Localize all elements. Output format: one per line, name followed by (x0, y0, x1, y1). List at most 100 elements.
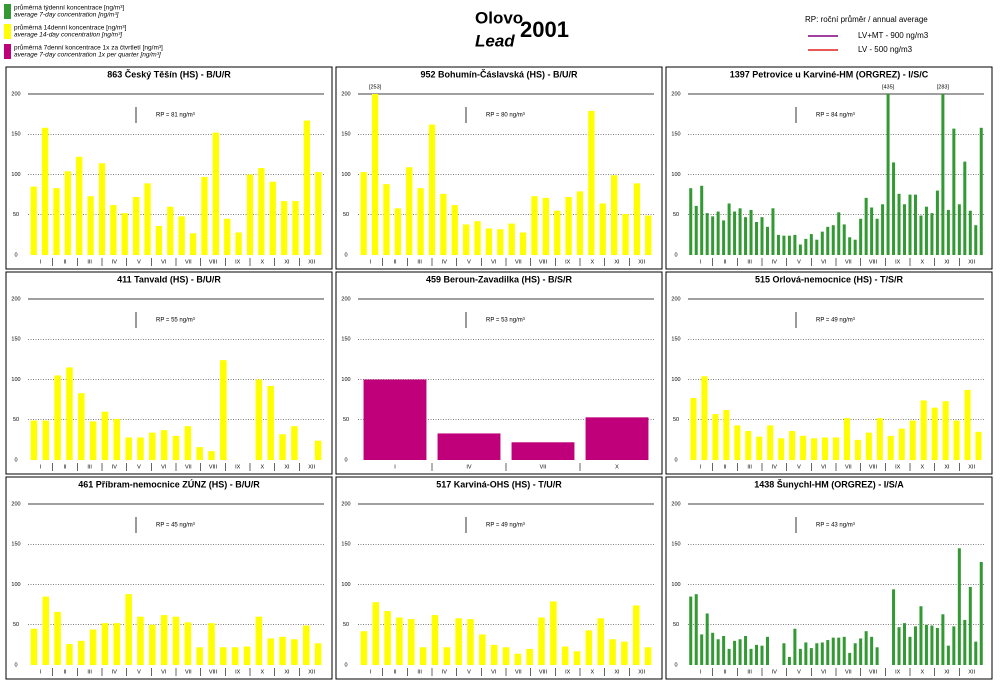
panel-title: 459 Beroun-Zavadilka (HS) - B/S/R (426, 274, 573, 284)
y-tick-label: 200 (671, 296, 680, 302)
bar (941, 614, 945, 665)
bar (443, 647, 451, 665)
bar (101, 411, 109, 460)
bar (756, 436, 763, 460)
y-tick-label: 50 (13, 622, 19, 628)
bar (363, 379, 427, 460)
bar (968, 210, 972, 255)
bar (876, 418, 883, 460)
x-tick-label: V (797, 669, 801, 675)
bar (474, 221, 481, 255)
x-tick-label: II (723, 669, 727, 675)
x-tick-label: IV (112, 464, 118, 470)
bar (53, 188, 60, 255)
bar (220, 360, 227, 460)
bar (968, 586, 972, 665)
rp-label: RP = 84 ng/m³ (816, 113, 855, 119)
bar (597, 618, 604, 665)
panel: 1438 Šunychl-HM (ORGREZ) - I/S/A 0 50 100 15… (665, 476, 993, 680)
bar (809, 234, 813, 255)
bar (787, 656, 791, 665)
x-tick-label: II (393, 259, 397, 265)
x-tick-label: X (260, 669, 264, 675)
bar (419, 647, 427, 665)
bar (930, 213, 934, 255)
x-tick-label: XI (944, 669, 950, 675)
bar (716, 639, 720, 665)
y-tick-label: 150 (11, 132, 20, 138)
legend-swatch (4, 44, 11, 59)
x-tick-label: V (797, 259, 801, 265)
bar (974, 225, 978, 255)
bar (609, 639, 616, 665)
rp-label: RP = 49 ng/m³ (486, 523, 525, 529)
bar (782, 643, 786, 665)
y-tick-label: 100 (671, 377, 680, 383)
x-tick-label: XII (308, 669, 315, 675)
y-tick-label: 200 (11, 91, 20, 97)
bar (360, 631, 368, 665)
bar (428, 124, 436, 255)
bar (809, 648, 813, 665)
bar (831, 637, 835, 665)
limit-label: LV - 500 ng/m3 (858, 45, 913, 54)
bar (632, 605, 640, 665)
rp-label: RP = 53 ng/m³ (486, 318, 525, 324)
bar (497, 229, 504, 255)
bar (941, 94, 945, 256)
bar (953, 420, 960, 460)
x-tick-label: VI (491, 669, 497, 675)
bar (258, 168, 265, 255)
x-tick-label: VII (515, 669, 522, 675)
panel-title: 863 Český Těšín (HS) - B/U/R (107, 68, 231, 79)
bar (573, 651, 581, 665)
panel-title: 952 Bohumín-Čáslavská (HS) - B/U/R (420, 68, 578, 79)
bar (843, 418, 850, 460)
bar (853, 643, 857, 665)
x-tick-label: VII (845, 259, 852, 265)
bar (776, 234, 780, 255)
bar (963, 161, 967, 255)
bar (919, 215, 923, 255)
bar (542, 197, 549, 255)
bar (267, 385, 274, 460)
bar (41, 127, 49, 255)
x-tick-label: VIII (539, 669, 548, 675)
bar (440, 193, 447, 255)
bar (946, 209, 950, 255)
bar (974, 641, 978, 665)
bar (585, 417, 649, 460)
bar (738, 208, 742, 255)
bar (160, 615, 168, 665)
bar (820, 642, 824, 665)
x-tick-label: I (40, 464, 42, 470)
bar (611, 175, 618, 255)
bar (269, 181, 276, 255)
bar (149, 432, 156, 460)
x-tick-label: II (63, 669, 67, 675)
bar (942, 401, 949, 460)
y-tick-label: 200 (671, 501, 680, 507)
y-tick-label: 50 (673, 212, 679, 218)
bar (886, 94, 890, 255)
x-tick-label: VII (185, 259, 192, 265)
x-tick-label: IX (565, 259, 571, 265)
bar (903, 204, 907, 255)
x-tick-label: X (615, 464, 619, 470)
bar (733, 211, 737, 255)
y-tick-label: 100 (11, 582, 20, 588)
bar (930, 625, 934, 665)
bar (155, 226, 163, 255)
bar (711, 632, 715, 665)
bar (220, 647, 227, 665)
x-tick-label: VIII (869, 464, 878, 470)
bar (875, 647, 879, 665)
y-tick-label: 50 (673, 622, 679, 628)
bar (722, 220, 726, 255)
bar (160, 430, 168, 460)
bar (149, 624, 156, 665)
panel: 459 Beroun-Zavadilka (HS) - B/S/R 0 50 100 1… (335, 271, 663, 475)
x-tick-label: III (417, 669, 422, 675)
bar (700, 185, 704, 255)
x-tick-label: IX (235, 669, 241, 675)
